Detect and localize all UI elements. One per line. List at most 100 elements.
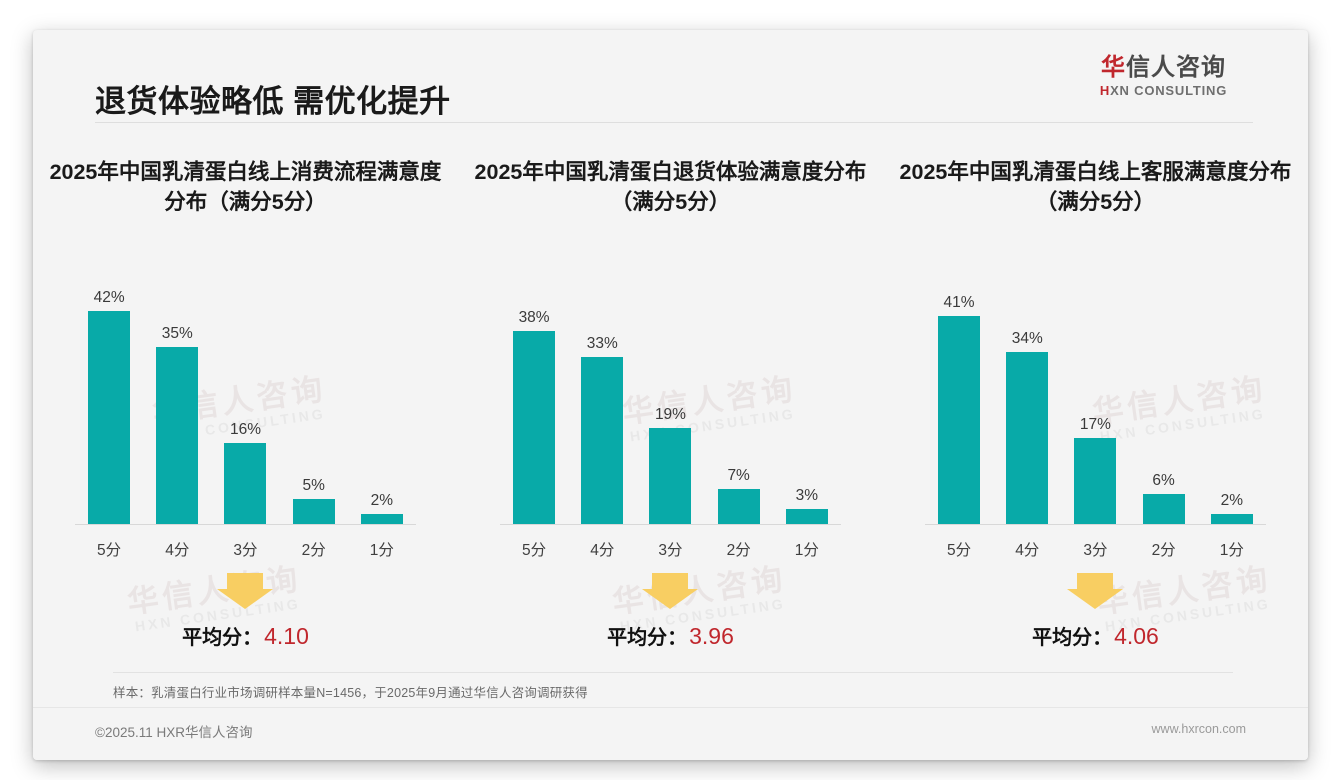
company-logo: 华信人咨询 HXN CONSULTING	[1081, 54, 1246, 99]
bar-group: 42%	[75, 254, 143, 525]
bar-group: 2%	[348, 254, 416, 525]
logo-chinese-text: 华信人咨询	[1081, 54, 1246, 81]
bar-value-label: 35%	[161, 324, 193, 342]
average-score-value: 4.06	[1114, 623, 1159, 650]
bar[interactable]	[938, 316, 981, 525]
bar[interactable]	[156, 347, 199, 525]
bar-group: 41%	[925, 254, 993, 525]
bar[interactable]	[224, 443, 267, 525]
page-title: 退货体验略低 需优化提升	[95, 84, 451, 119]
average-score-label: 平均分：	[1032, 627, 1113, 650]
website-url[interactable]: www.hxrcon.com	[1151, 722, 1246, 736]
bar[interactable]	[360, 514, 403, 525]
bar[interactable]	[785, 509, 828, 525]
average-score-text: 平均分：4.10	[47, 621, 444, 650]
bar[interactable]	[1142, 494, 1185, 525]
bar-chart-plot: 38% 33% 19% 7% 3% 5分 4分 3分 2分 1分	[499, 254, 841, 559]
bar[interactable]	[513, 331, 556, 525]
bar-group: 38%	[500, 254, 568, 525]
x-axis-tick-label: 5分	[522, 542, 547, 560]
average-score-label: 平均分：	[607, 627, 688, 650]
average-score-value: 4.10	[264, 623, 309, 650]
down-arrow-icon	[642, 573, 699, 610]
slide-header: 退货体验略低 需优化提升 华信人咨询 HXN CONSULTING	[33, 30, 1308, 122]
header-divider	[95, 122, 1253, 123]
bar-value-label: 3%	[795, 486, 819, 504]
bar-value-label: 33%	[586, 334, 618, 352]
x-axis-tick-label: 1分	[1219, 542, 1244, 560]
bar-group: 34%	[993, 254, 1061, 525]
footnote-divider	[113, 672, 1233, 673]
bar-group: 5%	[280, 254, 348, 525]
x-axis-tick-label: 4分	[1015, 542, 1040, 560]
bar[interactable]	[1006, 352, 1049, 525]
logo-en-dark: XN CONSULTING	[1110, 83, 1228, 99]
bar-value-label: 17%	[1079, 415, 1111, 433]
bar[interactable]	[717, 489, 760, 525]
chart-title: 2025年中国乳清蛋白退货体验满意度分布（满分5分）	[474, 160, 867, 214]
down-arrow-icon	[1067, 573, 1124, 610]
bar-series: 41% 34% 17% 6% 2%	[925, 254, 1266, 525]
slide-card: 退货体验略低 需优化提升 华信人咨询 HXN CONSULTING 华信人咨询 …	[33, 30, 1308, 760]
x-axis-tick-label: 4分	[165, 542, 190, 560]
bar-series: 38% 33% 19% 7% 3%	[500, 254, 841, 525]
bar-value-label: 6%	[1152, 471, 1175, 489]
average-score-block: 平均分：4.06	[897, 573, 1294, 663]
bar-value-label: 19%	[654, 405, 686, 423]
x-axis-tick-label: 4分	[590, 542, 615, 560]
bar-group: 7%	[705, 254, 773, 525]
average-score-label: 平均分：	[182, 627, 263, 650]
bar-group: 17%	[1061, 254, 1129, 525]
average-score-text: 平均分：4.06	[897, 621, 1294, 650]
slide-footer: ©2025.11 HXR华信人咨询 www.hxrcon.com	[33, 707, 1308, 760]
x-axis-tick-label: 5分	[947, 542, 972, 560]
x-axis-tick-label: 3分	[1083, 542, 1108, 560]
logo-cn-red: 华	[1101, 54, 1126, 81]
x-axis-tick-label: 5分	[97, 542, 122, 560]
bar-value-label: 7%	[727, 466, 750, 484]
footnote-text: 样本：乳清蛋白行业市场调研样本量N=1456，于2025年9月通过华信人咨询调研…	[113, 686, 588, 700]
bar[interactable]	[581, 357, 624, 525]
bar-group: 6%	[1130, 254, 1198, 525]
down-arrow-icon	[217, 573, 274, 610]
x-axis-tick-label: 3分	[233, 542, 258, 560]
x-axis-tick-label: 2分	[1151, 542, 1176, 560]
bar-value-label: 41%	[943, 293, 975, 311]
bar-value-label: 2%	[370, 491, 394, 509]
x-axis-tick-label: 3分	[658, 542, 683, 560]
x-axis-labels: 5分 4分 3分 2分 1分	[925, 525, 1266, 560]
bar-group: 16%	[211, 254, 279, 525]
logo-cn-dark: 信人咨询	[1126, 54, 1226, 81]
bar[interactable]	[88, 311, 131, 525]
copyright-text: ©2025.11 HXR华信人咨询	[95, 725, 253, 740]
chart-panel-return-experience: 2025年中国乳清蛋白退货体验满意度分布（满分5分） 38% 33% 19% 7% 3%…	[458, 130, 883, 663]
bar-group: 2%	[1198, 254, 1266, 525]
bar-value-label: 16%	[229, 420, 261, 438]
bar-group: 33%	[568, 254, 636, 525]
bar-value-label: 42%	[93, 288, 125, 306]
bar[interactable]	[292, 499, 335, 525]
x-axis-tick-label: 1分	[794, 542, 819, 560]
bar[interactable]	[649, 428, 692, 525]
chart-title: 2025年中国乳清蛋白线上消费流程满意度分布（满分5分）	[49, 160, 442, 214]
average-score-block: 平均分：4.10	[47, 573, 444, 663]
average-score-value: 3.96	[689, 623, 734, 650]
x-axis-line	[499, 524, 841, 526]
x-axis-labels: 5分 4分 3分 2分 1分	[75, 525, 416, 560]
bar-value-label: 34%	[1011, 329, 1043, 347]
bar[interactable]	[1074, 438, 1117, 525]
bar[interactable]	[1210, 514, 1253, 525]
x-axis-line	[75, 524, 416, 526]
chart-panel-customer-service: 2025年中国乳清蛋白线上客服满意度分布（满分5分） 41% 34% 17% 6% 2%…	[883, 130, 1308, 663]
bar-value-label: 2%	[1220, 491, 1244, 509]
x-axis-tick-label: 1分	[369, 542, 394, 560]
x-axis-labels: 5分 4分 3分 2分 1分	[500, 525, 841, 560]
bar-chart-plot: 41% 34% 17% 6% 2% 5分 4分 3分 2分 1分	[924, 254, 1266, 559]
logo-en-red: H	[1099, 83, 1111, 99]
bar-series: 42% 35% 16% 5% 2%	[75, 254, 416, 525]
chart-panel-consumption-flow: 2025年中国乳清蛋白线上消费流程满意度分布（满分5分） 42% 35% 16% 5%…	[33, 130, 458, 663]
x-axis-tick-label: 2分	[301, 542, 326, 560]
bar-group: 3%	[773, 254, 841, 525]
x-axis-tick-label: 2分	[726, 542, 751, 560]
bar-group: 35%	[143, 254, 211, 525]
